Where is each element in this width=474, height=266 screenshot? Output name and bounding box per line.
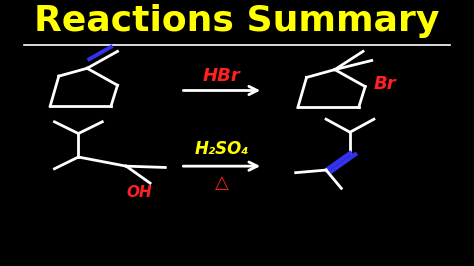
Text: H₂SO₄: H₂SO₄ [194,140,249,158]
Text: HBr: HBr [203,67,241,85]
Text: Br: Br [374,75,396,93]
Text: △: △ [215,174,229,192]
Text: Reactions Summary: Reactions Summary [34,4,440,38]
Text: OH: OH [127,185,152,200]
